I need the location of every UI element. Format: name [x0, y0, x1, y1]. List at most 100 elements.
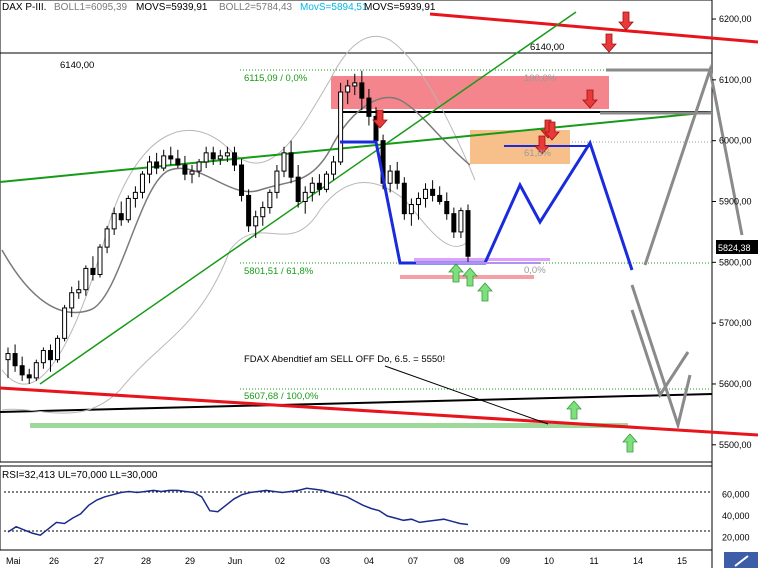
candle-body	[168, 155, 174, 160]
corner-tool-button[interactable]	[724, 552, 758, 568]
candle-body	[260, 207, 266, 218]
candle-body	[387, 170, 393, 184]
grey-projection-path-lower	[630, 284, 692, 431]
level-6140-left-label: 6140,00	[60, 60, 94, 71]
candle-body	[309, 182, 315, 193]
candle-body	[415, 197, 421, 206]
up-arrow-icon	[477, 282, 493, 302]
candle-body	[19, 365, 25, 376]
up-arrow-icon	[462, 267, 478, 287]
rsi-label: RSI=32,413 UL=70,000 LL=30,000	[2, 470, 158, 481]
red-resistance-zone	[331, 76, 609, 109]
candle-body	[40, 350, 46, 364]
down-arrow-icon	[582, 89, 598, 109]
candle-body	[132, 191, 138, 199]
candle-body	[246, 194, 252, 227]
candle-body	[267, 191, 273, 209]
note-label: FDAX Abendtief am SELL OFF Do, 6.5. = 55…	[244, 354, 445, 365]
candle-body	[224, 152, 230, 157]
candle-body	[338, 91, 344, 163]
candle-body	[465, 210, 471, 257]
candle-body	[253, 216, 259, 227]
grey-projection-path-mid	[630, 309, 690, 399]
violet-support-band	[414, 258, 550, 261]
candle-body	[444, 201, 450, 215]
candle-body	[408, 204, 414, 215]
candle-body	[401, 182, 407, 215]
candle-body	[139, 173, 145, 193]
candle-body	[111, 213, 117, 230]
down-arrows	[372, 11, 634, 155]
rsi-ytick-label: 20,000	[722, 532, 750, 542]
candle-body	[217, 155, 223, 160]
xtick-label: 09	[500, 556, 510, 566]
down-arrow-icon	[601, 33, 617, 53]
rsi-yaxis: 60,000 40,000 20,000	[722, 490, 750, 543]
up-arrows	[448, 263, 638, 453]
candle-body	[451, 213, 457, 233]
ytick-label: 6000,00	[719, 136, 752, 146]
xtick-label: 03	[320, 556, 330, 566]
green-support-band	[30, 423, 628, 428]
xtick-label: 11	[589, 556, 598, 566]
xtick-label: 14	[633, 556, 643, 566]
candle-body	[210, 152, 216, 160]
down-arrow-icon	[372, 109, 388, 129]
candle-body	[281, 152, 287, 172]
rsi-panel-frame	[0, 465, 713, 551]
last-price-badge	[716, 240, 758, 254]
candle-body	[47, 350, 53, 361]
up-arrow-icon	[622, 433, 638, 453]
candle-body	[90, 267, 96, 275]
candle-body	[288, 152, 294, 178]
fib-5801-label: 5801,51 / 61,8%	[244, 266, 314, 277]
ytick-label: 5500,00	[719, 440, 752, 450]
rsi-line	[7, 487, 469, 537]
candle-body	[430, 188, 436, 196]
candle-body	[323, 173, 329, 190]
candle-body	[239, 164, 245, 196]
xtick-label: 04	[364, 556, 374, 566]
xtick-label: 15	[677, 556, 687, 566]
candle-body	[316, 182, 322, 190]
xtick-label: 29	[185, 556, 195, 566]
candle-body	[458, 210, 464, 233]
candle-body	[5, 353, 11, 361]
down-arrow-icon	[534, 135, 550, 155]
fib-61-label: 61,8%	[524, 148, 551, 159]
red-upper-trend-line	[429, 12, 758, 44]
candle-body	[161, 155, 167, 169]
fib-6115-label: 6115,09 / 0,0%	[244, 73, 308, 84]
green-trend-line-upper	[0, 111, 713, 183]
candle-body	[302, 191, 308, 203]
ytick-label: 6200,00	[719, 14, 752, 24]
candle-body	[175, 158, 181, 166]
blue-projection-path	[340, 139, 634, 271]
candle-body	[203, 152, 209, 163]
up-arrow-icon	[448, 263, 464, 283]
fib-5607-label: 5607,68 / 100,0%	[244, 391, 319, 402]
xtick-label: 02	[275, 556, 285, 566]
last-price-label: 5824,38	[718, 243, 751, 253]
candle-body	[231, 152, 237, 166]
candle-body	[55, 337, 61, 361]
ytick-label: 6100,00	[719, 75, 752, 85]
ytick-label: 5700,00	[719, 318, 752, 328]
down-arrow-icon	[544, 121, 560, 141]
fib-100-label: 100,0%	[524, 73, 557, 84]
candle-body	[295, 176, 301, 203]
level-6140-right-label: 6140,00	[530, 42, 564, 53]
candle-body	[12, 353, 18, 367]
candle-body	[182, 164, 188, 175]
candle-body	[274, 170, 280, 193]
candle-body	[359, 82, 365, 99]
rsi-ytick-label: 60,000	[722, 490, 750, 500]
red-lower-trend-line	[0, 386, 758, 437]
green-trend-line-lower	[39, 11, 577, 385]
candle-body	[104, 228, 110, 248]
symbol-label: DAX P-III.	[2, 2, 46, 13]
candle-body	[26, 374, 32, 379]
candle-body	[125, 197, 131, 221]
pen-icon	[734, 555, 749, 567]
